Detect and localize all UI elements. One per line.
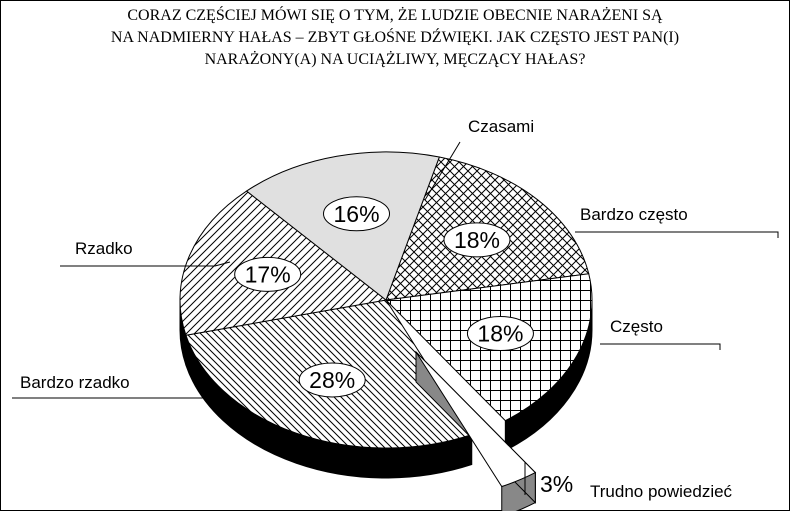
leader-line <box>424 141 461 201</box>
category-label: Trudno powiedzieć <box>590 482 733 501</box>
leader-line <box>12 391 226 399</box>
leader-line <box>60 261 231 267</box>
leader-line <box>600 343 721 350</box>
value-label: 17% <box>245 261 291 287</box>
value-label: 28% <box>309 367 355 393</box>
category-label: Czasami <box>468 117 534 136</box>
leader-line <box>575 231 779 238</box>
chart-title: CORAZ CZĘŚCIEJ MÓWI SIĘ O TYM, ŻE LUDZIE… <box>127 5 663 24</box>
value-label-bubble <box>323 196 391 232</box>
category-label: Rzadko <box>75 239 133 258</box>
value-label: 3% <box>540 471 573 497</box>
category-label: Często <box>610 317 663 336</box>
value-label-bubble <box>443 222 511 258</box>
value-label: 16% <box>333 201 379 227</box>
value-label-bubble <box>298 362 366 398</box>
value-label: 18% <box>454 227 500 253</box>
chart-title: NARAŻONY(A) NA UCIĄŻLIWY, MĘCZĄCY HAŁAS? <box>205 50 586 68</box>
value-label-bubble <box>234 256 302 292</box>
value-label: 18% <box>477 321 523 347</box>
value-label-bubble <box>466 316 534 352</box>
category-label: Bardzo często <box>580 205 688 224</box>
category-label: Bardzo rzadko <box>20 373 130 392</box>
chart-title: NA NADMIERNY HAŁAS – ZBYT GŁOŚNE DŹWIĘKI… <box>111 27 679 46</box>
slice <box>415 351 537 488</box>
